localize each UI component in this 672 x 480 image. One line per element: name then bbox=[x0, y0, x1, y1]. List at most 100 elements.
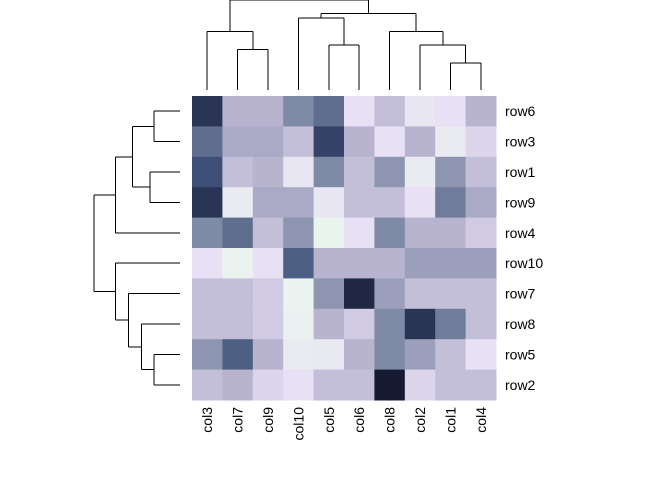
row-label: row7 bbox=[505, 286, 536, 302]
heatmap-cell bbox=[252, 369, 284, 401]
heatmap-cell bbox=[374, 278, 406, 310]
heatmap-cells bbox=[192, 96, 497, 401]
heatmap-cell bbox=[435, 278, 467, 310]
heatmap-cell bbox=[435, 96, 467, 127]
heatmap-cell bbox=[192, 248, 223, 279]
heatmap-cell bbox=[435, 187, 467, 219]
heatmap-cell bbox=[283, 248, 315, 279]
heatmap-cell bbox=[192, 278, 223, 310]
heatmap-cell bbox=[313, 126, 345, 158]
heatmap-cell bbox=[222, 248, 254, 279]
heatmap-cell bbox=[344, 248, 375, 279]
heatmap-cell bbox=[404, 96, 436, 127]
column-label: col5 bbox=[321, 407, 337, 433]
heatmap-cell bbox=[313, 339, 345, 371]
row-label: row9 bbox=[505, 194, 536, 210]
heatmap-cell bbox=[192, 126, 223, 158]
heatmap-cell bbox=[283, 96, 315, 127]
heatmap-cell bbox=[344, 156, 375, 188]
heatmap-cell bbox=[465, 126, 497, 158]
heatmap-cell bbox=[435, 126, 467, 158]
heatmap-cell bbox=[404, 308, 436, 340]
column-label: col4 bbox=[473, 407, 489, 433]
row-label: row5 bbox=[505, 346, 536, 362]
heatmap-cell bbox=[404, 369, 436, 401]
heatmap-cell bbox=[374, 339, 406, 371]
heatmap-cell bbox=[283, 369, 315, 401]
column-label: col7 bbox=[230, 407, 246, 433]
heatmap-cell bbox=[192, 308, 223, 340]
heatmap-cell bbox=[192, 369, 223, 401]
heatmap-cell bbox=[404, 187, 436, 219]
heatmap-cell bbox=[465, 308, 497, 340]
heatmap-cell bbox=[465, 187, 497, 219]
heatmap-cell bbox=[252, 339, 284, 371]
row-label: row4 bbox=[505, 225, 536, 241]
heatmap-cell bbox=[344, 96, 375, 127]
heatmap-cell bbox=[344, 308, 375, 340]
heatmap-cell bbox=[283, 187, 315, 219]
column-label: col8 bbox=[382, 407, 398, 433]
heatmap-cell bbox=[435, 156, 467, 188]
heatmap-cell bbox=[404, 126, 436, 158]
heatmap-cell bbox=[374, 126, 406, 158]
heatmap-cell bbox=[283, 126, 315, 158]
heatmap-cell bbox=[435, 217, 467, 249]
heatmap-cell bbox=[283, 217, 315, 249]
heatmap-cell bbox=[344, 278, 375, 310]
heatmap-cell bbox=[374, 248, 406, 279]
heatmap-cell bbox=[192, 156, 223, 188]
heatmap-cell bbox=[313, 217, 345, 249]
heatmap-cell bbox=[192, 96, 223, 127]
heatmap-cell bbox=[435, 248, 467, 279]
heatmap-cell bbox=[222, 339, 254, 371]
heatmap-cell bbox=[344, 187, 375, 219]
heatmap-cell bbox=[222, 217, 254, 249]
heatmap-cell bbox=[465, 156, 497, 188]
row-label: row8 bbox=[505, 316, 536, 332]
heatmap-cell bbox=[313, 96, 345, 127]
heatmap-cell bbox=[344, 217, 375, 249]
heatmap-cell bbox=[252, 126, 284, 158]
column-label: col9 bbox=[260, 407, 276, 433]
heatmap-cell bbox=[435, 308, 467, 340]
row-label: row3 bbox=[505, 134, 536, 150]
heatmap-cell bbox=[192, 217, 223, 249]
column-label: col6 bbox=[351, 407, 367, 433]
column-dendrogram bbox=[206, 0, 482, 90]
heatmap-cell bbox=[192, 339, 223, 371]
heatmap-cell bbox=[222, 156, 254, 188]
heatmap-cell bbox=[465, 278, 497, 310]
heatmap-cell bbox=[465, 369, 497, 401]
heatmap-cell bbox=[252, 217, 284, 249]
column-label: col3 bbox=[199, 407, 215, 433]
row-dendrogram bbox=[93, 110, 180, 386]
heatmap-cell bbox=[252, 248, 284, 279]
heatmap-cell bbox=[404, 339, 436, 371]
heatmap-cell bbox=[222, 278, 254, 310]
heatmap-cell bbox=[435, 339, 467, 371]
heatmap-cell bbox=[283, 339, 315, 371]
heatmap-cell bbox=[344, 369, 375, 401]
heatmap-cell bbox=[313, 187, 345, 219]
heatmap-cell bbox=[283, 278, 315, 310]
heatmap-cell bbox=[404, 278, 436, 310]
column-label: col10 bbox=[290, 407, 306, 441]
row-label: row10 bbox=[505, 255, 543, 271]
heatmap-cell bbox=[222, 187, 254, 219]
heatmap-cell bbox=[313, 369, 345, 401]
heatmap-cell bbox=[222, 369, 254, 401]
heatmap-cell bbox=[252, 187, 284, 219]
heatmap-cell bbox=[374, 156, 406, 188]
column-labels: col3 col7 col9 col10 col5 col6 col8 col2 col1 col… bbox=[199, 407, 489, 441]
heatmap-cell bbox=[374, 369, 406, 401]
heatmap-cell bbox=[313, 278, 345, 310]
heatmap-cell bbox=[252, 278, 284, 310]
heatmap-cell bbox=[252, 308, 284, 340]
heatmap-cell bbox=[222, 126, 254, 158]
heatmap-cell bbox=[374, 308, 406, 340]
row-label: row6 bbox=[505, 103, 536, 119]
row-label: row1 bbox=[505, 164, 536, 180]
heatmap-cell bbox=[465, 96, 497, 127]
